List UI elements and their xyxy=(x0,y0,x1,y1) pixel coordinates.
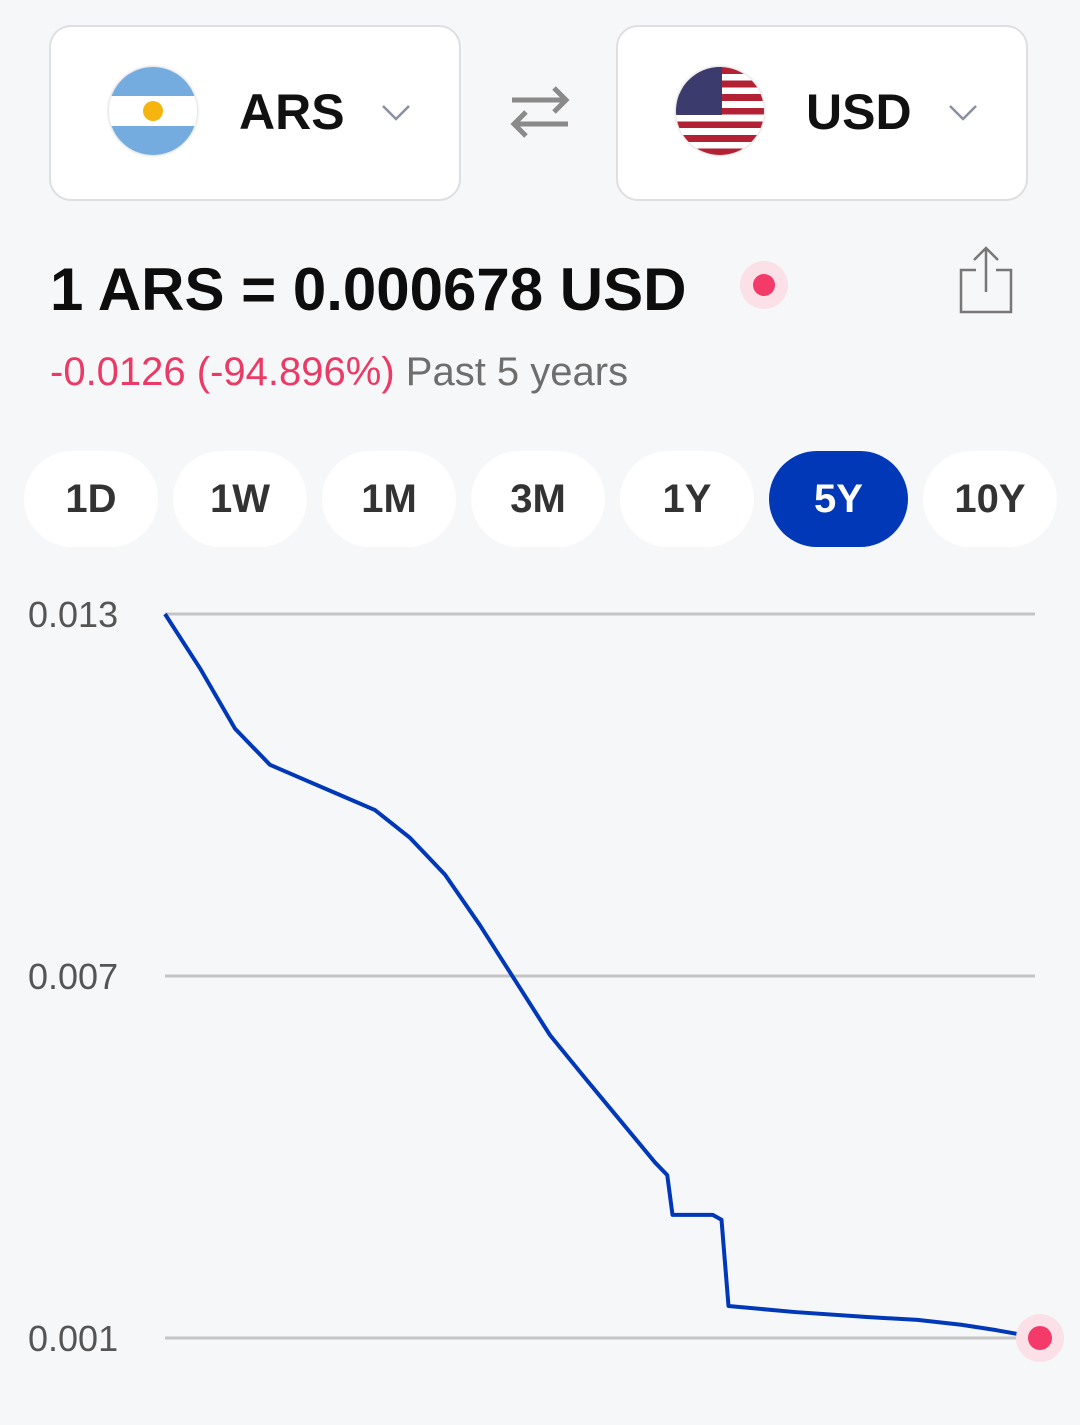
y-tick-label: 0.013 xyxy=(28,594,118,635)
to-currency-code: USD xyxy=(806,84,912,140)
change-value: -0.0126 (-94.896%) xyxy=(50,350,395,394)
rate-line xyxy=(163,612,1041,1340)
tab-3m[interactable]: 3M xyxy=(471,451,605,547)
from-currency-code: ARS xyxy=(239,84,345,140)
rate-chart: 0.013 0.007 0.001 xyxy=(28,594,1064,1362)
tab-1d[interactable]: 1D xyxy=(24,451,158,547)
tab-1w[interactable]: 1W xyxy=(173,451,307,547)
period-tabs: 1D 1W 1M 3M 1Y 5Y 10Y xyxy=(24,451,1057,547)
tab-1m[interactable]: 1M xyxy=(322,451,456,547)
to-currency-selector[interactable]: USD xyxy=(616,25,1028,201)
exchange-rate: 1 ARS = 0.000678 USD xyxy=(50,256,687,323)
tab-5y[interactable]: 5Y xyxy=(769,451,908,547)
argentina-flag-icon xyxy=(109,67,197,155)
live-indicator-icon xyxy=(740,261,788,309)
y-tick-label: 0.001 xyxy=(28,1318,118,1359)
from-currency-selector[interactable]: ARS xyxy=(49,25,461,201)
tab-1y[interactable]: 1Y xyxy=(620,451,754,547)
current-point xyxy=(1028,1326,1052,1350)
swap-currencies-icon[interactable] xyxy=(508,84,572,140)
chevron-down-icon xyxy=(949,105,977,121)
rate-change: -0.0126 (-94.896%) Past 5 years xyxy=(50,350,628,395)
share-icon[interactable] xyxy=(956,244,1016,316)
us-flag-icon xyxy=(676,67,764,155)
tab-10y[interactable]: 10Y xyxy=(923,451,1057,547)
change-period: Past 5 years xyxy=(405,350,629,394)
chevron-down-icon xyxy=(382,105,410,121)
y-tick-label: 0.007 xyxy=(28,956,118,997)
